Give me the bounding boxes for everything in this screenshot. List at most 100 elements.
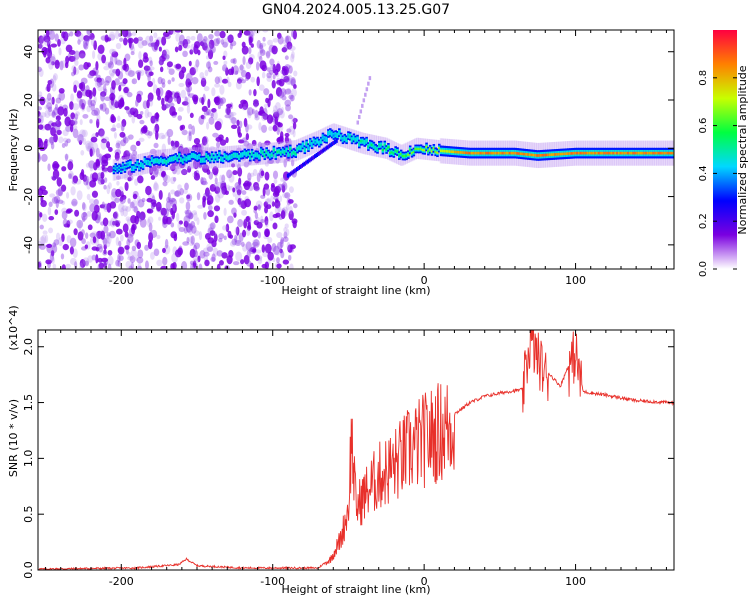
ridge-core (559, 152, 563, 156)
ridge-core (439, 149, 443, 153)
ridge-streak (361, 103, 364, 108)
ridge-core (537, 154, 541, 157)
ridge-core (238, 156, 241, 159)
ridge-core (267, 152, 270, 156)
ridge-core (545, 153, 548, 157)
ridge-core (639, 151, 643, 155)
ridge-core (130, 167, 134, 170)
colorbar-gradient (713, 30, 737, 269)
ridge-core (223, 154, 227, 157)
ridge-core (492, 151, 496, 155)
ridge-core (381, 149, 385, 152)
ridge-core (645, 151, 648, 155)
ridge-core (523, 152, 526, 156)
ridge-core (656, 151, 659, 155)
ridge-core (129, 162, 132, 165)
ridge-core (445, 149, 448, 153)
ridge-core (514, 151, 517, 155)
y-tick-label: 0.0 (22, 561, 35, 579)
ridge-core (347, 134, 350, 137)
y-tick-label: 1.0 (22, 450, 35, 468)
ridge-core (567, 152, 570, 155)
ridge-core (338, 131, 341, 134)
ridge-core (163, 160, 167, 163)
ridge-core (394, 149, 397, 152)
ridge-core (350, 138, 354, 141)
ridge-core (150, 158, 154, 161)
ridge-core (456, 150, 459, 154)
y-tick-label: 1.5 (22, 394, 35, 412)
ridge-core (365, 140, 368, 143)
ridge-core (652, 151, 656, 155)
ridge-core (557, 152, 561, 156)
ridge-core (387, 146, 390, 149)
ridge-core (192, 154, 196, 157)
ridge-core (183, 157, 187, 160)
ridge-core (165, 161, 169, 164)
ridge-core (276, 150, 279, 153)
ridge-core (212, 157, 216, 160)
ridge-core (403, 155, 407, 158)
ridge-core (659, 151, 663, 155)
ridge-core (319, 140, 323, 143)
ridge-core (218, 153, 221, 156)
ridge-core (219, 157, 223, 160)
ridge-core (474, 151, 477, 155)
ridge-core (416, 147, 419, 150)
ridge-core (596, 151, 599, 155)
ridge-core (414, 147, 417, 151)
ridge-core (283, 151, 287, 154)
ridge-core (461, 151, 465, 154)
ridge-core (127, 163, 130, 166)
ridge-core (550, 153, 554, 156)
ridge-core (354, 138, 357, 142)
ridge-core (636, 151, 639, 155)
ridge-core (588, 151, 592, 155)
ridge-streak (321, 148, 325, 153)
snr-ylabel: SNR (10 * v/v) (7, 399, 20, 477)
ridge-core (174, 156, 178, 159)
ridge-core (279, 152, 283, 155)
ridge-core (292, 151, 296, 154)
spectrogram-xlabel: Height of straight line (km) (281, 284, 430, 297)
ridge-core (254, 153, 258, 156)
ridge-core (348, 135, 352, 138)
ridge-core (170, 157, 174, 161)
ridge-core (577, 151, 581, 155)
ridge-core (452, 150, 456, 154)
ridge-core (594, 151, 597, 155)
ridge-core (396, 150, 399, 153)
ridge-streak (314, 154, 317, 159)
ridge-core (447, 150, 450, 153)
y-tick-label: 0 (22, 145, 35, 152)
ridge-streak (292, 169, 296, 174)
ridge-core (299, 146, 303, 149)
ridge-core (508, 151, 512, 155)
spectrogram-ylabel: Frequency (Hz) (7, 109, 20, 192)
ridge-core (334, 133, 338, 136)
ridge-core (616, 151, 619, 155)
ridge-core (268, 154, 272, 158)
ridge-core (390, 151, 394, 154)
ridge-core (646, 151, 650, 155)
ridge-streak (367, 81, 370, 86)
ridge-streak (306, 159, 310, 164)
ridge-core (614, 151, 617, 155)
ridge-core (581, 151, 585, 155)
ridge-core (547, 153, 550, 157)
ridge-core (258, 155, 261, 158)
ridge-core (294, 152, 298, 155)
ridge-core (385, 148, 388, 151)
ridge-streak (312, 155, 316, 160)
ridge-streak (333, 139, 337, 144)
ridge-core (227, 156, 230, 160)
ridge-core (665, 151, 668, 155)
ridge-streak (289, 171, 293, 176)
ridge-core (405, 154, 408, 157)
ridge-core (496, 151, 499, 155)
ridge-core (112, 168, 116, 171)
ridge-core (234, 154, 238, 157)
ridge-streak (300, 163, 303, 168)
ridge-core (408, 148, 412, 151)
